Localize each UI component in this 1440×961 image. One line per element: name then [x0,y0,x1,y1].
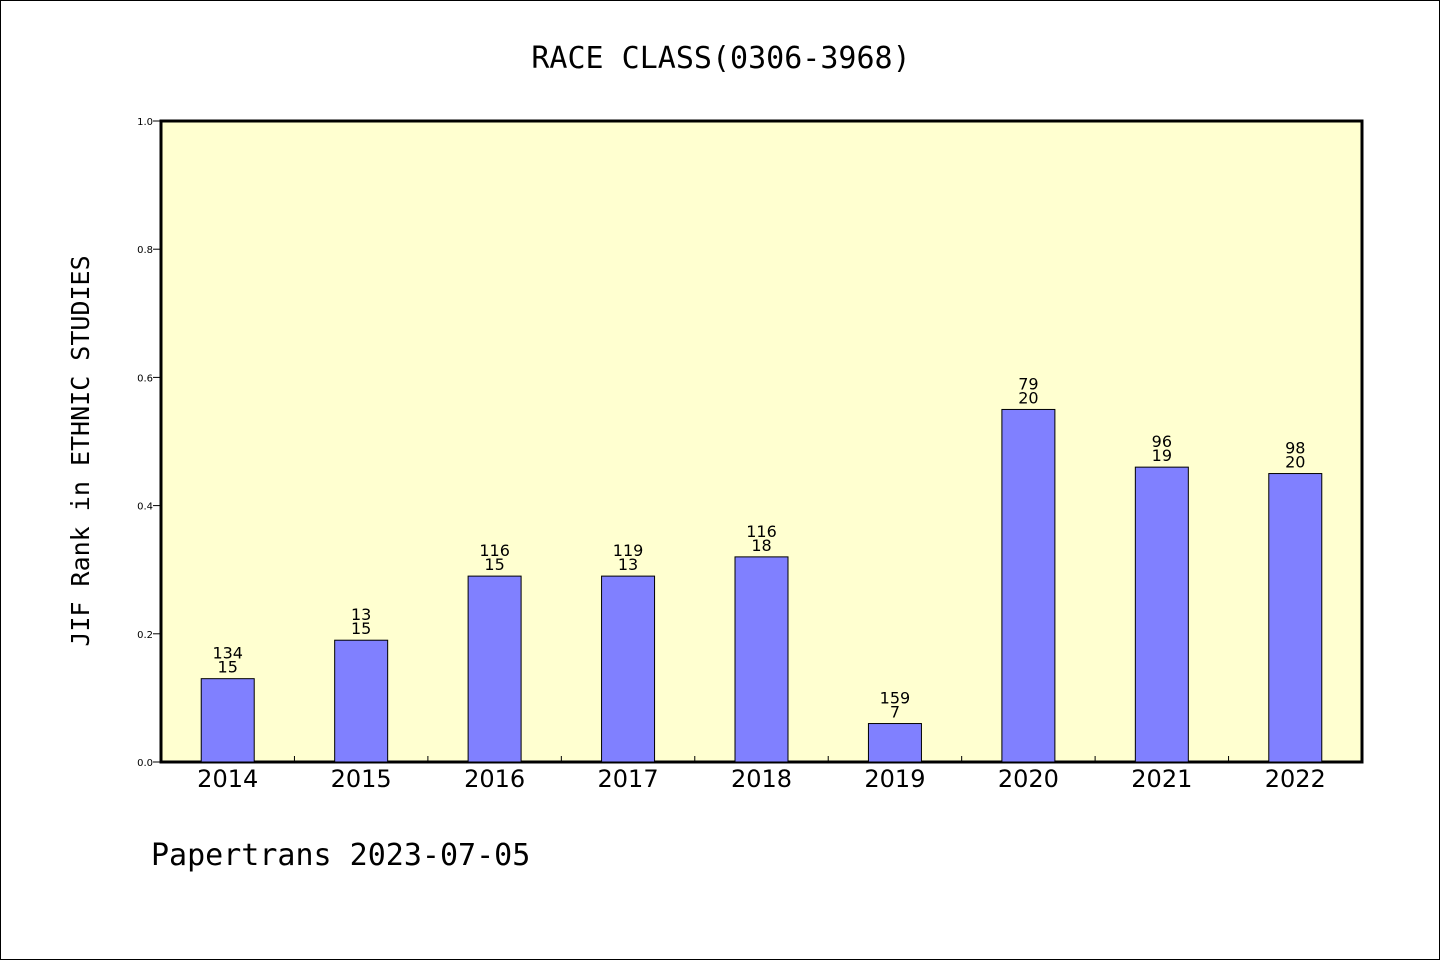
x-tick-label: 2014 [197,765,258,793]
data-label-top: 116 [479,541,510,560]
bar-2019 [867,723,922,763]
bar-2016 [467,575,522,763]
bar-2017 [601,575,656,763]
data-label-bottom: 18 [751,536,771,555]
x-tick-label: 2018 [731,765,792,793]
x-tick-label: 2022 [1265,765,1326,793]
data-label-bottom: 7 [890,703,900,722]
chart-title: RACE CLASS(0306-3968) [531,41,910,76]
data-label-top: 116 [746,522,777,541]
y-axis: 0.0 0.2 0.4 0.6 0.8 1.0 [137,117,161,769]
x-axis: 2014 2015 2016 2017 2018 2019 2020 2021 2022 [197,756,1326,793]
data-label-bottom: 19 [1152,446,1172,465]
bar-2022 [1268,473,1323,763]
bar-2014 [200,678,255,763]
data-label-top: 134 [212,644,243,663]
x-tick-label: 2020 [998,765,1059,793]
data-label-top: 119 [613,541,644,560]
data-label-top: 96 [1152,432,1172,451]
bar-2021 [1134,466,1189,763]
bar-2015 [334,639,389,763]
data-label-top: 98 [1285,439,1305,458]
data-label-bottom: 13 [618,555,638,574]
x-tick-label: 2019 [864,765,925,793]
x-tick-label: 2015 [331,765,392,793]
data-label-top: 159 [880,689,911,708]
y-tick-label: 0.4 [137,502,153,513]
data-label-top: 79 [1018,374,1038,393]
y-tick-label: 0.8 [137,245,153,256]
y-tick-label: 0.6 [137,373,153,384]
y-tick-label: 0.2 [137,630,153,641]
data-label-top: 13 [351,605,371,624]
data-label-bottom: 20 [1285,453,1305,472]
bar-2018 [734,556,789,763]
bar-series [200,408,1323,763]
data-label-bottom: 15 [218,658,238,677]
x-tick-label: 2017 [598,765,659,793]
y-axis-label: JIF Rank in ETHNIC STUDIES [66,255,95,646]
data-label-bottom: 20 [1018,388,1038,407]
y-tick-label: 1.0 [137,117,153,128]
data-label-bottom: 15 [351,619,371,638]
x-tick-label: 2016 [464,765,525,793]
data-label-bottom: 15 [484,555,504,574]
bar-2020 [1001,408,1056,763]
y-tick-label: 0.0 [137,758,153,769]
x-tick-label: 2021 [1131,765,1192,793]
footer-text: Papertrans 2023-07-05 [151,838,530,873]
